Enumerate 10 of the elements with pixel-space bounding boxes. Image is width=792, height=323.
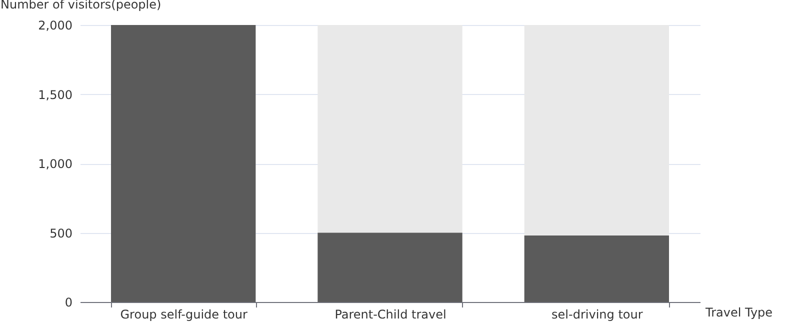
y-tick-label: 1,500 [38,88,72,102]
bar [524,236,669,302]
y-tick-label: 500 [50,226,72,240]
x-tick-label: Group self-guide tour [120,308,248,322]
x-axis-title: Travel Type [704,306,773,320]
y-tick-label: 1,000 [38,157,72,171]
y-tick-label: 0 [64,296,72,310]
x-tick-label: sel-driving tour [552,308,643,322]
y-tick-label: 2,000 [38,18,72,32]
x-tick-label: Parent-Child travel [334,308,446,322]
